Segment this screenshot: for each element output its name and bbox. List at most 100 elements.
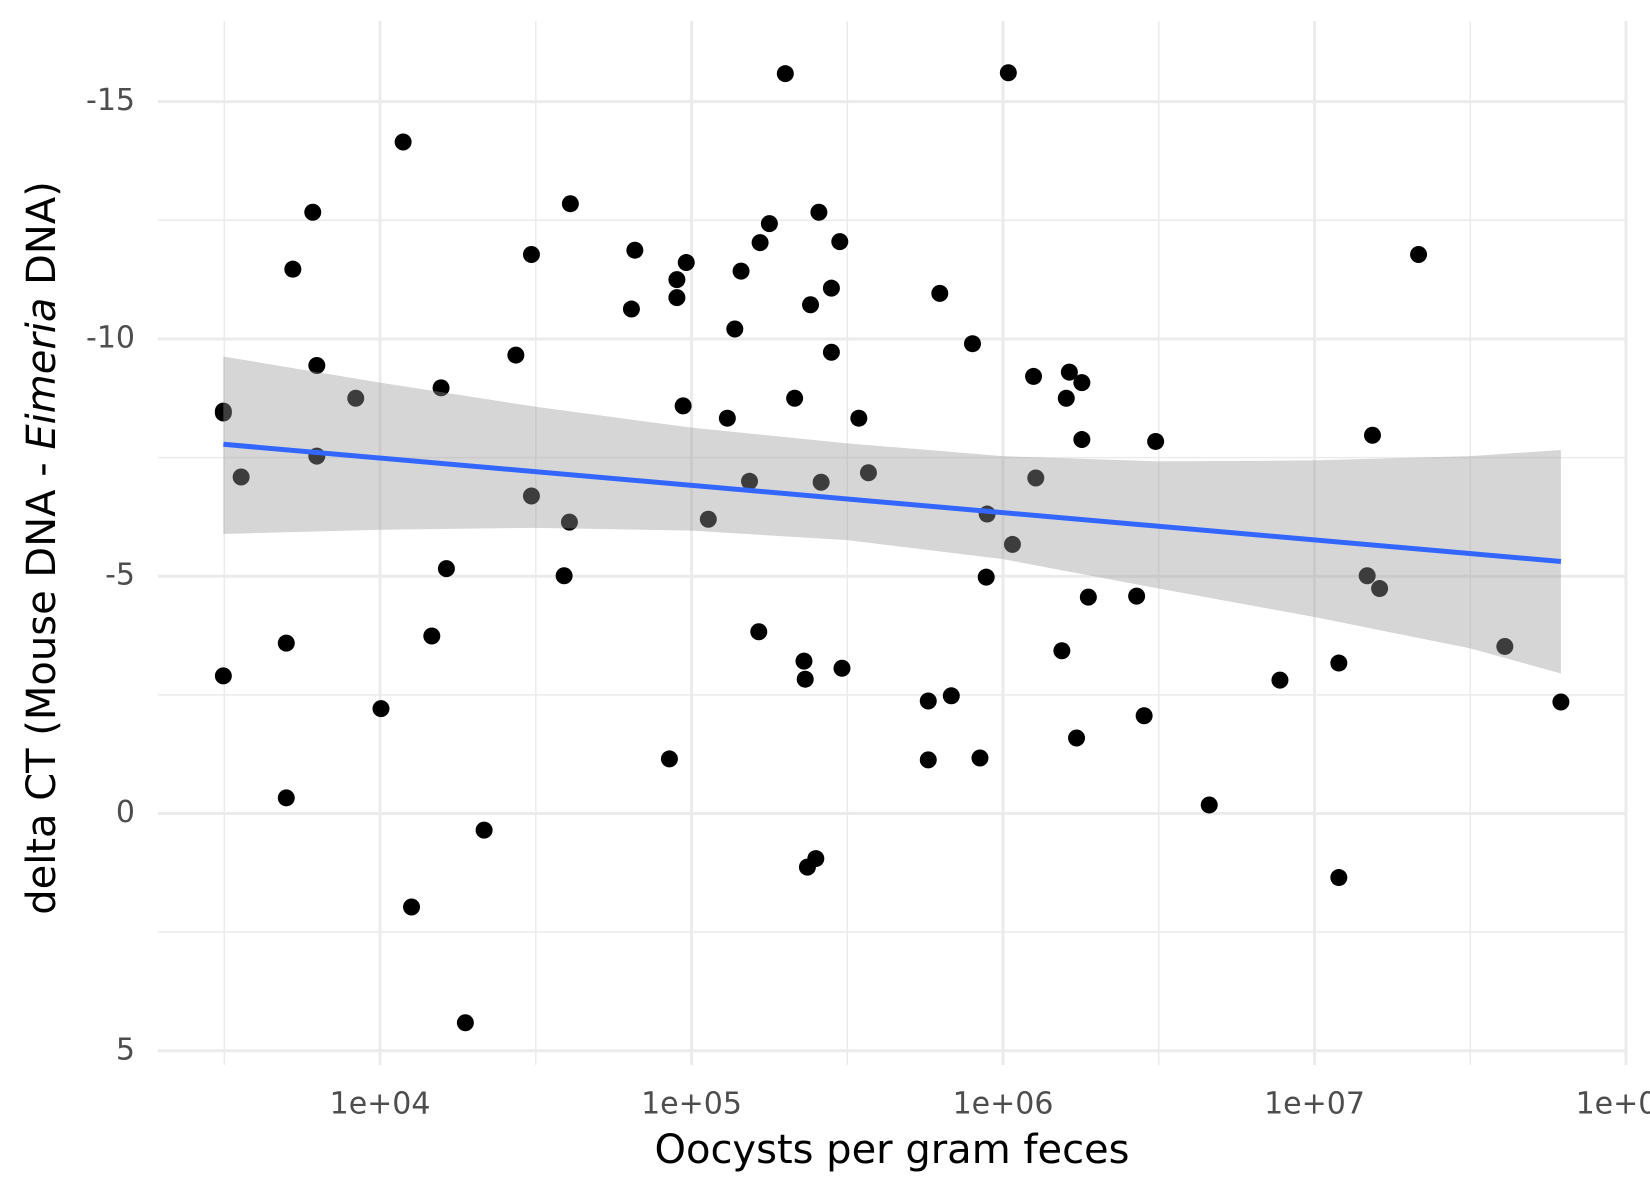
point xyxy=(1330,654,1348,672)
point xyxy=(403,898,421,916)
confidence-band xyxy=(223,356,1561,674)
x-tick-label: 1e+04 xyxy=(330,1087,431,1122)
point xyxy=(964,335,982,353)
x-tick-label: 1e+08 xyxy=(1576,1087,1650,1122)
point xyxy=(1068,729,1086,747)
point xyxy=(1371,580,1389,598)
point xyxy=(942,687,960,705)
x-tick-label: 1e+07 xyxy=(1264,1087,1365,1122)
point xyxy=(560,513,578,531)
point xyxy=(394,133,412,151)
point xyxy=(214,404,232,422)
point xyxy=(750,623,768,641)
point xyxy=(555,567,573,585)
point xyxy=(277,634,295,652)
point xyxy=(1057,389,1075,407)
y-axis-title-part: DNA) xyxy=(19,181,65,297)
point xyxy=(347,389,365,407)
x-axis-title: Oocysts per gram feces xyxy=(654,1127,1129,1173)
point xyxy=(423,627,441,645)
point xyxy=(561,195,579,213)
point xyxy=(699,510,717,528)
point xyxy=(1060,363,1078,381)
point xyxy=(850,409,868,427)
point xyxy=(1079,588,1097,606)
point xyxy=(741,472,759,490)
point xyxy=(833,659,851,677)
point xyxy=(677,254,695,272)
point xyxy=(776,65,794,83)
point xyxy=(507,346,525,364)
y-tick-label: 0 xyxy=(116,795,135,830)
point xyxy=(919,692,937,710)
point xyxy=(1410,245,1428,263)
point xyxy=(522,245,540,263)
point xyxy=(622,300,640,318)
point xyxy=(284,260,302,278)
point xyxy=(977,568,995,586)
point xyxy=(999,64,1017,82)
point xyxy=(732,262,750,280)
point xyxy=(214,667,232,685)
fit-line xyxy=(223,441,1562,564)
point xyxy=(1363,426,1381,444)
point xyxy=(304,203,322,221)
point xyxy=(751,234,769,252)
point xyxy=(1200,796,1218,814)
point xyxy=(674,397,692,415)
point xyxy=(1271,671,1289,689)
y-tick-label: -10 xyxy=(86,320,135,355)
x-tick-label: 1e+05 xyxy=(641,1087,742,1122)
point xyxy=(718,409,736,427)
point xyxy=(1027,469,1045,487)
point xyxy=(796,670,814,688)
point xyxy=(1358,567,1376,585)
point xyxy=(1053,642,1071,660)
point xyxy=(456,1014,474,1032)
point xyxy=(432,379,450,397)
point xyxy=(1552,693,1570,711)
point xyxy=(726,320,744,338)
point xyxy=(660,750,678,768)
point xyxy=(1073,374,1091,392)
point xyxy=(372,700,390,718)
point xyxy=(1003,535,1021,553)
point xyxy=(931,284,949,302)
point xyxy=(1147,432,1165,450)
point xyxy=(822,279,840,297)
point xyxy=(1135,707,1153,725)
fit-layer xyxy=(223,356,1562,674)
point xyxy=(919,751,937,769)
point xyxy=(522,487,540,505)
y-tick-label: -5 xyxy=(105,558,135,593)
point xyxy=(1496,637,1514,655)
point xyxy=(277,789,295,807)
point xyxy=(1073,431,1091,449)
grid xyxy=(158,21,1628,1065)
point xyxy=(475,821,493,839)
point xyxy=(807,850,825,868)
y-axis-title-part: Eimeria xyxy=(19,298,65,450)
y-axis-title-part: delta CT (Mouse DNA - xyxy=(19,450,65,915)
point xyxy=(760,215,778,233)
y-tick-label: 5 xyxy=(116,1032,135,1067)
labels: 1e+04 1e+05 1e+06 1e+07 1e+08 -15 -10 -5 0 5 xyxy=(86,83,1650,1121)
y-axis-title: delta CT (Mouse DNA - Eimeria DNA) xyxy=(19,181,65,915)
point xyxy=(810,203,828,221)
point xyxy=(232,468,250,486)
point xyxy=(308,357,326,375)
x-tick-label: 1e+06 xyxy=(953,1087,1054,1122)
point xyxy=(786,389,804,407)
point xyxy=(437,560,455,578)
point xyxy=(668,271,686,289)
point xyxy=(1128,587,1146,605)
point xyxy=(831,233,849,251)
point xyxy=(859,464,877,482)
point xyxy=(795,652,813,670)
point xyxy=(812,473,830,491)
point xyxy=(626,241,644,259)
point xyxy=(1330,869,1348,887)
point xyxy=(668,289,686,307)
point xyxy=(1025,367,1043,385)
